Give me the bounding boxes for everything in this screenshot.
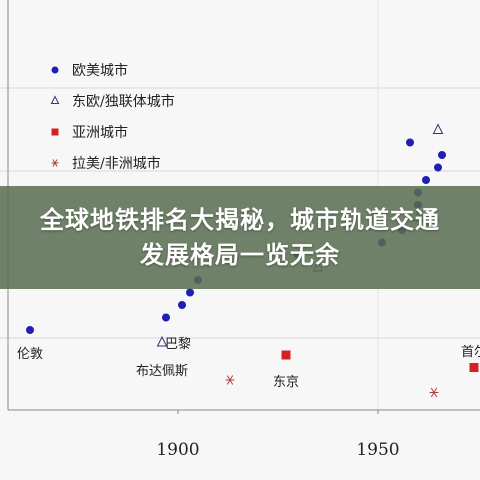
- legend-entry-label: 亚洲城市: [72, 124, 128, 141]
- legend-entry-label: 欧美城市: [72, 62, 128, 79]
- legend-marker: [51, 66, 59, 74]
- data-point: [26, 326, 34, 334]
- legend-entry-label: 拉美/非洲城市: [72, 155, 161, 172]
- x-ticks: 1900 1950: [156, 410, 400, 460]
- data-point: [422, 176, 430, 184]
- city-label: 布达佩斯: [136, 364, 188, 379]
- legend-entry-label: 东欧/独联体城市: [72, 93, 175, 110]
- title-banner: 全球地铁排名大揭秘，城市轨道交通发展格局一览无余: [0, 186, 480, 289]
- city-label: 东京: [273, 375, 299, 390]
- data-point: [434, 163, 442, 172]
- data-point: [406, 138, 414, 147]
- data-point: [162, 313, 170, 322]
- x-tick-label: 1900: [156, 440, 199, 460]
- legend-marker: [51, 159, 59, 167]
- x-tick-label: 1950: [356, 440, 399, 460]
- legend-marker: [51, 128, 59, 136]
- data-point: [469, 363, 479, 372]
- data-point: [281, 350, 291, 360]
- banner-title: 全球地铁排名大揭秘，城市轨道交通发展格局一览无余: [40, 205, 440, 269]
- data-point: [156, 335, 168, 347]
- data-point: [432, 123, 444, 134]
- data-point: [225, 375, 235, 385]
- legend-marker: [50, 95, 60, 104]
- data-point: [429, 387, 439, 398]
- city-label: 伦敦: [17, 346, 43, 362]
- data-point: [438, 151, 446, 159]
- city-label: 巴黎: [165, 337, 191, 352]
- city-label: 首尔: [461, 345, 480, 360]
- data-point: [178, 301, 186, 309]
- data-point: [186, 288, 194, 297]
